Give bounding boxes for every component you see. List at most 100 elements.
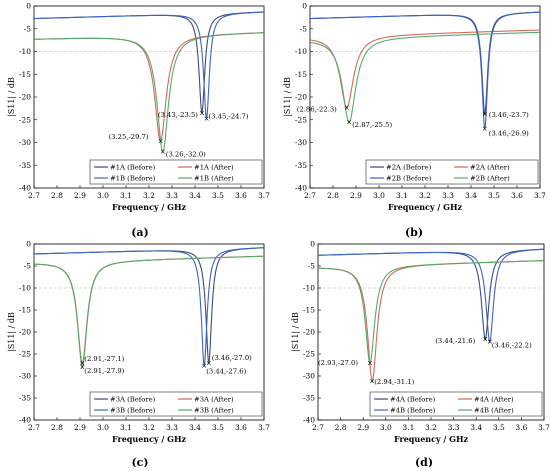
chart-panel-4: 2.7 2.8 2.9 3.0 3.1 3.2 3.3 3.4 3.5 3.6 3.7 0 -5 -10 -… — [291, 240, 550, 445]
y-tick-label: -15 — [295, 70, 307, 79]
annotation-label: (2.86,-22.3) — [297, 105, 337, 113]
x-tick-label: 2.9 — [357, 423, 369, 432]
x-tick-label: 3.4 — [189, 191, 201, 200]
y-tick-label: -35 — [303, 394, 315, 403]
annotation-marker: × — [487, 338, 493, 346]
x-tick-label: 2.7 — [304, 191, 316, 200]
x-tick-label: 3.0 — [97, 191, 109, 200]
series-line-3 — [310, 11, 540, 129]
legend-entry-2: #3A (After) — [194, 395, 234, 403]
x-axis-label: Frequency / GHz — [112, 434, 187, 444]
annotation-marker: × — [158, 138, 164, 146]
y-tick-label: -35 — [19, 394, 31, 403]
legend-entry-4: #1B (After) — [194, 174, 234, 182]
legend-entry-4: #3B (After) — [194, 406, 234, 414]
y-axis-label: |S11| / dB — [283, 77, 292, 117]
y-tick-label: -25 — [19, 350, 31, 359]
x-tick-label: 3.5 — [212, 191, 224, 200]
x-tick-label: 2.9 — [350, 191, 362, 200]
x-tick-label: 3.6 — [515, 423, 527, 432]
series-line-4 — [34, 32, 264, 153]
x-tick-label: 3.2 — [425, 423, 437, 432]
x-tick-label: 3.2 — [143, 423, 155, 432]
x-tick-label: 2.7 — [312, 423, 324, 432]
x-tick-label: 2.9 — [74, 423, 86, 432]
annotation-label: (3.43,-23.5) — [158, 111, 198, 119]
x-axis-label: Frequency / GHz — [394, 434, 469, 444]
x-tick-label: 3.6 — [235, 423, 247, 432]
annotation-marker: × — [346, 119, 352, 127]
legend-box — [89, 391, 263, 417]
y-tick-label: -25 — [303, 350, 315, 359]
annotation-label: (3.26,-32.0) — [166, 151, 206, 159]
plot-area — [33, 5, 265, 189]
x-tick-label: 2.8 — [51, 423, 63, 432]
panel-label-3: (c) — [131, 456, 148, 467]
legend-entry-1: #4A (Before) — [390, 395, 436, 403]
annotation-label: (3.46,-27.0) — [212, 354, 252, 362]
x-tick-label: 3.6 — [235, 191, 247, 200]
x-tick-label: 3.7 — [258, 191, 270, 200]
y-tick-label: -40 — [19, 416, 31, 425]
x-axis-label: Frequency / GHz — [388, 202, 463, 212]
annotation-label: (3.46,-26.9) — [489, 129, 529, 137]
y-axis-label: |S11| / dB — [7, 312, 16, 352]
x-tick-label: 3.4 — [465, 191, 477, 200]
y-tick-label: -5 — [24, 262, 32, 271]
x-tick-label: 3.4 — [189, 423, 201, 432]
annotation-label: (2.87,-25.5) — [352, 121, 392, 129]
y-tick-label: -10 — [295, 47, 307, 56]
y-tick-label: -35 — [295, 161, 307, 170]
panel-label-1: (a) — [131, 226, 149, 239]
legend-box — [89, 159, 263, 185]
x-tick-label: 2.7 — [28, 191, 40, 200]
y-tick-label: 0 — [302, 2, 307, 11]
x-tick-label: 2.7 — [28, 423, 40, 432]
series-line-4 — [318, 260, 544, 364]
x-tick-label: 3.7 — [538, 423, 550, 432]
legend-entry-4: #4B (After) — [474, 406, 514, 414]
annotation-marker: × — [369, 377, 375, 385]
annotation-marker: × — [79, 360, 85, 368]
annotation-label: (3.44,-27.6) — [206, 367, 246, 375]
plot-area — [317, 243, 545, 421]
legend-entry-3: #2B (Before) — [386, 174, 432, 182]
x-tick-label: 3.5 — [212, 423, 224, 432]
y-axis-label: |S11| / dB — [291, 312, 300, 352]
annotation-marker: × — [201, 362, 207, 370]
y-tick-label: -15 — [19, 70, 31, 79]
x-tick-label: 3.1 — [396, 191, 408, 200]
legend-entry-4: #2B (After) — [470, 174, 510, 182]
x-tick-label: 3.0 — [97, 423, 109, 432]
y-axis-label: |S11| / dB — [7, 77, 16, 117]
x-tick-label: 2.8 — [327, 191, 339, 200]
panel-label-2: (b) — [405, 226, 423, 239]
y-tick-label: -25 — [295, 115, 307, 124]
y-tick-label: -20 — [19, 328, 31, 337]
y-tick-label: -35 — [19, 161, 31, 170]
x-tick-label: 3.4 — [470, 423, 482, 432]
y-tick-label: 0 — [310, 240, 315, 249]
x-tick-label: 2.8 — [335, 423, 347, 432]
annotation-marker: × — [482, 125, 488, 133]
annotation-label: (3.25,-29.7) — [109, 133, 149, 141]
chart-panel-1: 2.7 2.8 2.9 3.0 3.1 3.2 3.3 3.4 3.5 3.6 3.7 0 -5 -10 -… — [7, 2, 270, 213]
x-tick-label: 3.3 — [166, 191, 178, 200]
legend-entry-1: #1A (Before) — [110, 163, 156, 171]
x-axis-label: Frequency / GHz — [112, 202, 187, 212]
y-tick-label: -15 — [303, 306, 315, 315]
chart-panel-2: 2.7 2.8 2.9 3.0 3.1 3.2 3.3 3.4 3.5 3.6 3.7 0 -5 -10 -… — [283, 2, 546, 213]
annotation-marker: × — [79, 363, 85, 371]
y-tick-label: -30 — [295, 138, 307, 147]
y-tick-label: -20 — [303, 328, 315, 337]
legend-entry-1: #2A (Before) — [386, 163, 432, 171]
x-tick-label: 3.2 — [419, 191, 431, 200]
annotation-label: (2.91,-27.9) — [84, 367, 124, 375]
legend-entry-3: #3B (Before) — [110, 406, 156, 414]
y-tick-label: -10 — [303, 284, 315, 293]
y-tick-label: -10 — [19, 284, 31, 293]
legend-entry-3: #4B (Before) — [390, 406, 436, 414]
x-tick-label: 2.8 — [51, 191, 63, 200]
x-tick-label: 3.3 — [442, 191, 454, 200]
